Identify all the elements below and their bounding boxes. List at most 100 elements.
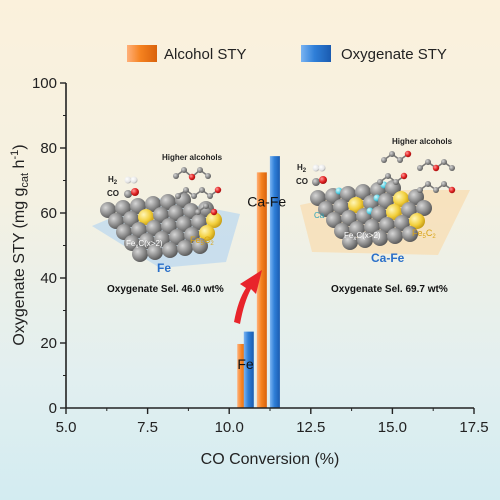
oxygen-atom	[400, 172, 408, 180]
carbon-chain-atom	[425, 181, 431, 187]
h2-molecule-atom	[312, 164, 320, 172]
right-selectivity-label: Oxygenate Sel. 69.7 wt%	[331, 284, 448, 295]
carbon-chain-atom	[397, 157, 403, 163]
y-axis-title: Oxygenate STY (mg gcat h-1)	[9, 144, 31, 345]
carbon-chain-atom	[381, 157, 387, 163]
oxygen-atom	[432, 164, 440, 172]
y-tick-label: 60	[40, 205, 57, 222]
bar-label-1: Fe	[237, 356, 254, 372]
carbon-atom	[386, 204, 402, 220]
fe-atom	[184, 227, 200, 243]
h2-molecule-atom	[318, 164, 326, 172]
fe-atom	[416, 200, 432, 216]
carbon-chain-atom	[173, 173, 179, 179]
right-molecules	[312, 150, 456, 194]
fe-atom	[177, 240, 193, 256]
oxygen-atom	[188, 173, 196, 181]
oxygen-atom	[448, 186, 456, 194]
fe-atom	[161, 218, 177, 234]
carbon-atom	[199, 225, 215, 241]
y-tick-label: 20	[40, 335, 57, 352]
co-oxygen-atom	[131, 188, 139, 196]
carbon-chain-atom	[199, 187, 205, 193]
x-axis-title: CO Conversion (%)	[201, 451, 340, 468]
oxygen-atom	[404, 150, 412, 158]
alcohol-bar-2	[256, 172, 267, 408]
right-illustration: Higher alcohols H2 CO Ca FexC(x>2) Fe5C2…	[296, 137, 470, 295]
carbon-chain-atom	[433, 187, 439, 193]
fe-atom	[326, 212, 342, 228]
fe-atom	[333, 199, 349, 215]
carbon-atom	[348, 197, 364, 213]
fe-atom	[349, 221, 365, 237]
legend-swatch-alcohol	[127, 45, 157, 62]
carbon-chain-atom	[175, 193, 181, 199]
carbon-chain-atom	[181, 167, 187, 173]
carbon-chain-atom	[441, 159, 447, 165]
legend-label-oxygenate: Oxygenate STY	[341, 46, 447, 63]
oxygenate-bar-2	[269, 156, 280, 408]
carbon-atom	[138, 209, 154, 225]
fe-atom	[100, 202, 116, 218]
carbon-chain-atom	[449, 165, 455, 171]
legend-label-alcohol: Alcohol STY	[164, 46, 247, 63]
fe-atom	[145, 196, 161, 212]
fe-atom	[402, 226, 418, 242]
fe-atom	[131, 222, 147, 238]
carbon-chain-atom	[197, 167, 203, 173]
fe-atom	[123, 211, 139, 227]
axes: 5.0 7.5 10.0 12.5 15.0 17.5 0 20 40 60 80 100	[32, 75, 489, 436]
carbon-chain-atom	[389, 151, 395, 157]
fe-atom	[342, 234, 358, 250]
fe-atom	[176, 216, 192, 232]
x-tick-label: 7.5	[137, 419, 158, 436]
fe-atom	[139, 233, 155, 249]
fe-atom	[115, 200, 131, 216]
x-tick-label: 17.5	[459, 419, 488, 436]
left-molecules	[124, 167, 222, 216]
co-oxygen-atom	[319, 176, 327, 184]
bar-label-2: Ca-Fe	[247, 194, 286, 210]
fe-atom	[341, 210, 357, 226]
h2-molecule-atom	[130, 176, 138, 184]
fe-atom	[183, 203, 199, 219]
fe-atom	[154, 231, 170, 247]
fe-atom	[160, 194, 176, 210]
carbon-chain-atom	[183, 187, 189, 193]
bars-layer: Fe Ca-Fe	[237, 156, 286, 408]
fe-atom	[394, 215, 410, 231]
right-co-label: CO	[296, 177, 308, 186]
left-higher-alcohols-label: Higher alcohols	[162, 153, 223, 162]
fe-atom	[147, 244, 163, 260]
fe-atom	[162, 242, 178, 258]
fe-atom	[355, 184, 371, 200]
left-carbide-a-label: FexC(x>2)	[126, 239, 163, 250]
legend: Alcohol STY Oxygenate STY	[127, 45, 447, 63]
fe-atom	[334, 223, 350, 239]
fe-atom	[192, 238, 208, 254]
carbon-chain-atom	[385, 173, 391, 179]
left-atom-cluster	[100, 192, 222, 262]
right-atom-cluster	[310, 180, 432, 250]
trend-arrow	[234, 270, 262, 324]
carbon-chain-atom	[203, 203, 209, 209]
fe-atom	[371, 206, 387, 222]
legend-swatch-oxygenate	[301, 45, 331, 62]
right-carbide-b-label: Fe5C2	[412, 228, 436, 240]
right-catalyst-label: Ca-Fe	[371, 251, 405, 265]
right-higher-alcohols-label: Higher alcohols	[392, 137, 453, 146]
carbon-atom	[206, 212, 222, 228]
right-h2-label: H2	[297, 163, 307, 174]
fe-atom	[124, 235, 140, 251]
x-tick-label: 12.5	[296, 419, 325, 436]
fe-atom	[379, 217, 395, 233]
carbon-chain-atom	[417, 187, 423, 193]
y-tick-label: 0	[49, 400, 57, 417]
carbon-chain-atom	[393, 179, 399, 185]
fe-atom	[153, 207, 169, 223]
oxygen-atom	[214, 186, 222, 194]
fe-atom	[168, 205, 184, 221]
left-illustration: Higher alcohols H2 CO FexC(x>2) Fe5C2 Fe…	[92, 153, 240, 295]
oxygenate-bar-1	[243, 331, 254, 408]
